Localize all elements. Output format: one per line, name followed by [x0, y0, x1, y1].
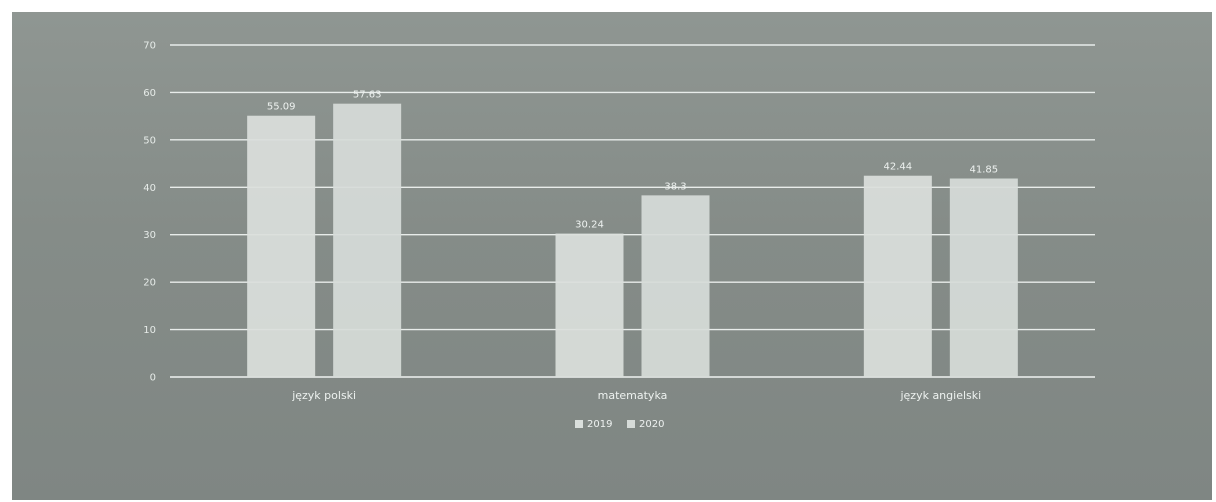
data-label-2020-0: 57.63	[353, 90, 382, 101]
legend-label-2020: 2020	[639, 419, 664, 430]
y-tick-label: 40	[143, 183, 156, 194]
bar-2019-1	[555, 233, 624, 377]
data-label-2020-2: 41.85	[970, 165, 999, 176]
bar-chart: 0 10 20 30 40 50 60 70 55.09 57.63 30.24 38.3 42.44…	[143, 41, 1095, 430]
bar-2019-0	[247, 115, 316, 377]
data-label-2019-1: 30.24	[575, 220, 604, 231]
x-axis-categories: język polski matematyka język angielski	[291, 389, 981, 402]
category-label-1: matematyka	[598, 389, 668, 402]
y-tick-label: 50	[143, 135, 156, 146]
y-tick-label: 30	[143, 230, 156, 241]
legend: 2019 2020	[575, 419, 664, 430]
legend-swatch-2019	[575, 420, 583, 428]
bar-2020-2	[949, 178, 1018, 377]
y-tick-label: 70	[143, 41, 156, 52]
legend-swatch-2020	[627, 420, 635, 428]
y-tick-label: 20	[143, 278, 156, 289]
data-label-2020-1: 38.3	[664, 181, 686, 192]
y-tick-label: 0	[150, 373, 156, 384]
category-label-0: język polski	[291, 389, 356, 402]
bars	[247, 103, 1018, 378]
data-label-2019-0: 55.09	[267, 102, 296, 113]
gridlines	[170, 44, 1095, 378]
bar-2020-0	[333, 103, 402, 378]
data-label-2019-2: 42.44	[884, 162, 913, 173]
legend-label-2019: 2019	[587, 419, 612, 430]
bar-2019-2	[863, 175, 932, 377]
y-tick-label: 10	[143, 325, 156, 336]
data-labels: 55.09 57.63 30.24 38.3 42.44 41.85	[267, 90, 998, 231]
bar-2020-1	[641, 195, 710, 377]
y-axis-ticks: 0 10 20 30 40 50 60 70	[143, 41, 156, 384]
chart-panel: 0 10 20 30 40 50 60 70 55.09 57.63 30.24 38.3 42.44…	[12, 12, 1212, 500]
category-label-2: język angielski	[899, 389, 981, 402]
y-tick-label: 60	[143, 88, 156, 99]
